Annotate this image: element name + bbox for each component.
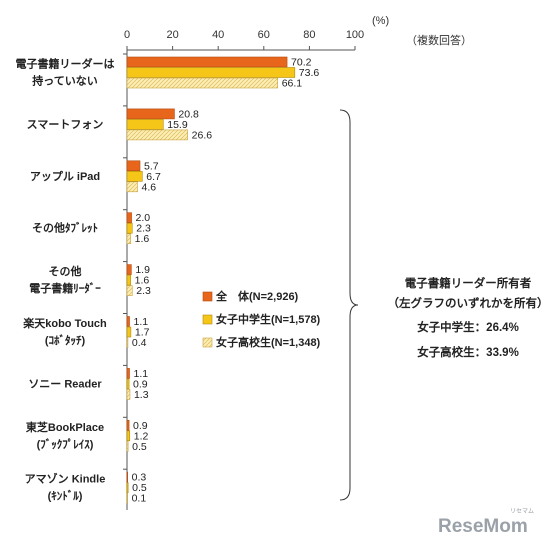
x-tick-label: 0 [124,29,130,41]
bar [126,212,132,223]
bracket-note-title: 電子書籍リーダー所有者 [405,276,532,290]
data-label: 20.8 [178,108,199,120]
watermark-logo: ReseMom [438,516,528,537]
legend-swatch [202,314,213,325]
x-tick-label: 20 [166,29,178,41]
data-label: 2.0 [136,212,151,224]
bar [126,171,143,182]
data-label: 6.7 [146,171,161,183]
x-tick-label: 100 [346,29,364,41]
data-label: 0.5 [132,482,147,494]
bar [126,471,128,483]
data-label: 1.1 [134,316,149,328]
bar [126,264,132,275]
bar [126,326,132,338]
data-label: 1.2 [134,430,149,442]
data-label: 1.3 [134,389,149,401]
data-label: 73.6 [299,67,320,79]
data-label: 15.9 [167,119,188,131]
bar [126,316,130,327]
bar [126,119,164,130]
bar [126,368,130,379]
data-label: 0.9 [133,378,148,390]
data-label: 1.1 [134,368,149,380]
category-label: (ｷﾝﾄﾞﾙ) [48,489,83,503]
category-label: アップル iPad [30,169,100,183]
category-label: (ﾌﾞｯｸﾌﾟﾚｲｽ) [37,437,94,451]
legend-label: 女子高校生(N=1,348) [216,335,321,349]
bar [126,67,296,78]
x-tick-label: 60 [258,29,270,41]
legend-swatch [202,291,213,302]
bar [126,482,129,494]
unit-label: (%) [372,15,389,27]
data-label: 70.2 [291,57,312,69]
category-label: 電子書籍リーダーは [16,57,115,71]
data-label: 66.1 [282,78,303,90]
x-tick-label: 80 [303,29,315,41]
data-label: 1.6 [135,233,150,245]
bar [126,181,138,193]
category-label: 東芝BookPlace [26,420,104,434]
bracket-note-subtitle: （左グラフのいずれかを所有） [388,296,549,310]
bar [126,430,131,442]
legend: 全 体(N=2,926) 女子中学生(N=1,578) 女子高校生(N=1,348) [202,289,321,349]
data-label: 1.9 [135,264,150,276]
category-label: 電子書籍ﾘｰﾀﾞｰ [29,281,101,295]
bar [126,56,288,68]
bar [126,160,141,172]
bar [126,108,175,120]
legend-label: 全 体(N=2,926) [215,289,299,303]
legend-label: 女子中学生(N=1,578) [216,312,321,326]
bar [126,222,133,234]
data-label: 1.6 [135,275,150,287]
bar [126,129,188,141]
bar [126,77,279,89]
data-label: 2.3 [136,223,151,235]
legend-swatch [202,337,213,348]
note-top: （複数回答） [406,33,472,47]
category-label: その他 [49,264,82,278]
data-label: 0.4 [132,337,147,349]
category-label: その他ﾀﾌﾞﾚｯﾄ [32,221,98,235]
bar [126,492,128,504]
category-label: ソニー Reader [28,378,102,390]
category-label: アマゾン Kindle [25,472,106,486]
bar [126,233,131,244]
category-label: (ｺﾎﾞﾀｯﾁ) [45,333,86,347]
data-label: 0.1 [132,493,147,505]
bar [126,285,133,296]
bracket-note-line-2: 女子高校生：33.9% [417,345,519,359]
data-label: 2.3 [136,285,151,297]
data-label: 0.3 [132,472,147,484]
bar [126,440,129,452]
bar [126,274,131,286]
data-label: 0.9 [133,420,148,432]
bar [126,389,131,400]
bar [126,419,130,431]
bracket [339,109,359,501]
data-label: 0.5 [132,441,147,453]
bracket-note-line-1: 女子中学生：26.4% [417,320,519,334]
data-label: 4.6 [141,181,156,193]
x-tick-label: 40 [212,29,224,41]
category-label: スマートフォン [27,118,104,131]
data-label: 5.7 [144,160,159,172]
data-label: 26.6 [192,129,213,141]
bar [126,337,129,348]
bar [126,378,130,390]
category-label: 持っていない [32,74,97,88]
data-label: 1.7 [135,327,150,339]
watermark-small: リセマム [510,508,534,515]
category-label: 楽天kobo Touch [22,316,107,330]
